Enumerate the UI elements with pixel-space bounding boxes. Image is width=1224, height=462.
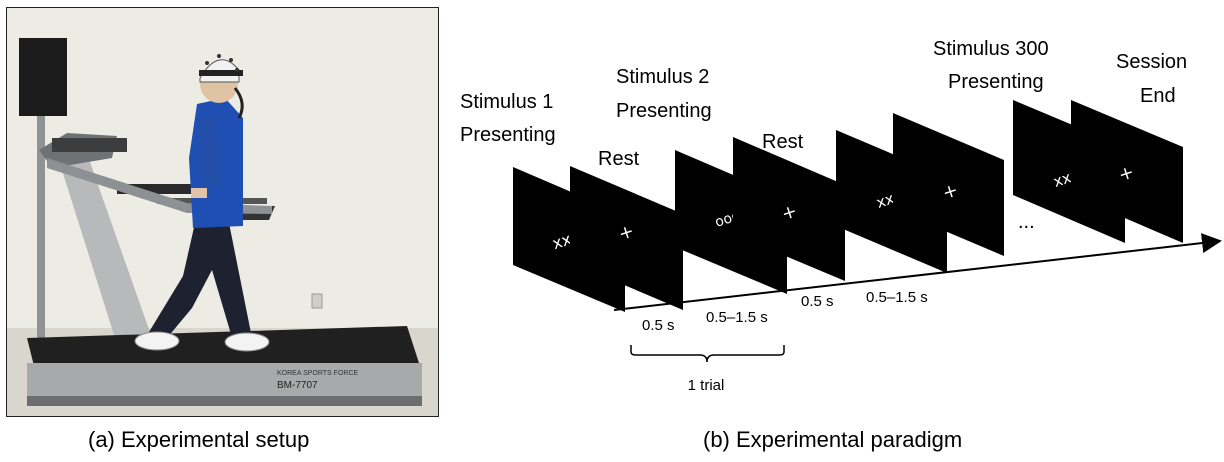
screen-rest3: + [893, 113, 1004, 256]
rest1-glyph: + [616, 220, 637, 245]
label-stim1: Stimulus 1 Presenting [460, 91, 559, 146]
label-rest1: Rest [598, 148, 640, 170]
end-glyph: + [1116, 161, 1137, 186]
ellipsis: ... [1018, 211, 1035, 233]
treadmill-model: BM-7707 [277, 380, 318, 391]
time-label-4: 0.5–1.5 s [866, 289, 928, 306]
label-rest2: Rest [762, 131, 804, 153]
time-label-1: 0.5 s [642, 317, 675, 334]
trial-bracket [630, 345, 785, 363]
person-legs [149, 223, 252, 341]
setup-photo: KOREA SPORTS FORCE BM-7707 [6, 7, 439, 417]
rest2-glyph: + [779, 200, 800, 225]
caption-b: (b) Experimental paradigm [703, 427, 963, 452]
rest3-glyph: + [940, 179, 961, 204]
label-stim300: Stimulus 300 Presenting [933, 38, 1054, 93]
time-label-3: 0.5 s [801, 293, 834, 310]
paradigm-diagram: xxx + ooo + xxx + xxx + ... Stimulus 1 P… [460, 38, 1222, 394]
treadmill-upright [55, 148, 152, 338]
monitor [19, 38, 67, 116]
label-session-end: Session End [1116, 51, 1193, 107]
label-stim2: Stimulus 2 Presenting [616, 66, 715, 122]
trial-label: 1 trial [688, 377, 725, 394]
caption-a: (a) Experimental setup [88, 427, 310, 452]
time-label-2: 0.5–1.5 s [706, 309, 768, 326]
eeg-headband [199, 70, 243, 76]
screen-rest1: + [570, 166, 683, 310]
time-axis-arrow [613, 233, 1222, 311]
treadmill-brand: KOREA SPORTS FORCE [277, 370, 358, 377]
screen-end: + [1071, 100, 1183, 243]
screen-rest2: + [733, 137, 845, 281]
